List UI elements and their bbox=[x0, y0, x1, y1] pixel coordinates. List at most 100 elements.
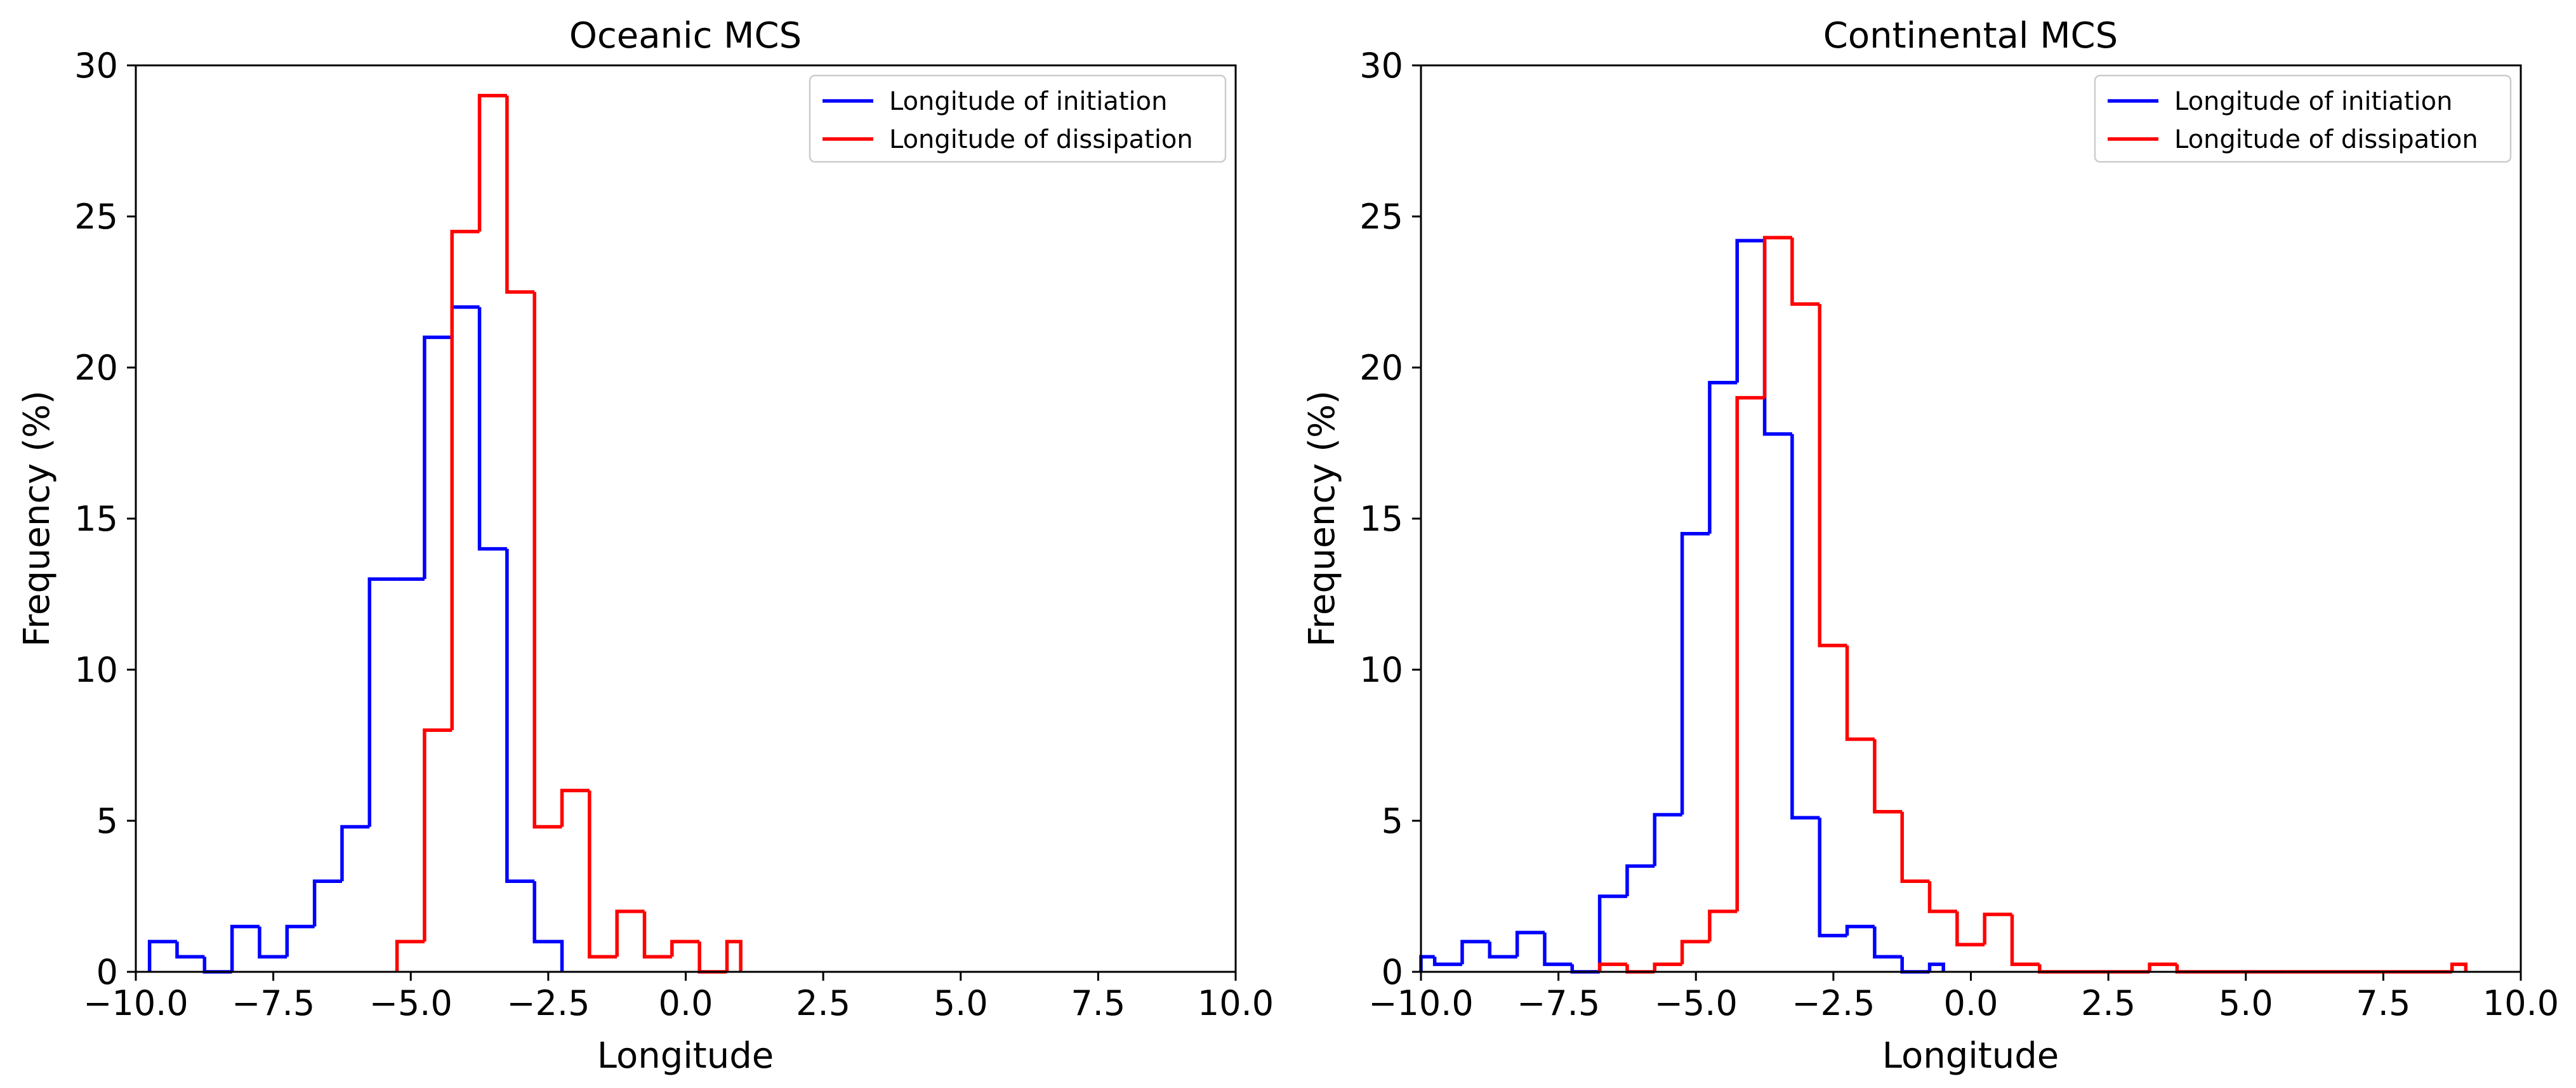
legend-label: Longitude of initiation bbox=[2174, 87, 2452, 116]
chart-title: Oceanic MCS bbox=[569, 15, 802, 56]
x-tick-label: 10.0 bbox=[2483, 983, 2559, 1023]
histogram-bin bbox=[1488, 941, 1517, 959]
legend-label: Longitude of initiation bbox=[889, 87, 1167, 116]
x-axis-label: Longitude bbox=[1882, 1035, 2059, 1077]
histogram-bin bbox=[1818, 304, 1847, 647]
x-tick-label: −5.0 bbox=[1655, 983, 1738, 1023]
axes-frame bbox=[1420, 64, 2522, 973]
y-tick-label: 20 bbox=[1359, 348, 1403, 388]
legend-box bbox=[2094, 74, 2512, 163]
histogram-bin bbox=[1708, 381, 1738, 534]
histogram-bin bbox=[202, 957, 232, 974]
histogram-bin bbox=[1432, 957, 1462, 966]
axes-frame bbox=[135, 64, 1237, 973]
histogram-bin bbox=[1680, 939, 1710, 965]
y-tick-label: 5 bbox=[96, 801, 118, 841]
series-dissipation bbox=[395, 93, 743, 974]
histogram-bin bbox=[367, 577, 397, 827]
histogram-bin bbox=[1625, 864, 1655, 896]
y-tick-label: 25 bbox=[1359, 197, 1403, 237]
y-tick-label: 30 bbox=[74, 46, 118, 86]
histogram-bin bbox=[450, 230, 480, 731]
histogram-bin bbox=[1515, 931, 1545, 957]
histogram-bin bbox=[1983, 912, 2012, 945]
histogram-bin bbox=[1845, 645, 1875, 741]
legend: Longitude of initiation Longitude of diss… bbox=[809, 74, 1227, 163]
histogram-bin bbox=[505, 95, 535, 294]
histogram-bin bbox=[1735, 395, 1765, 912]
histogram-bin bbox=[1680, 532, 1710, 815]
histogram-bin bbox=[2148, 962, 2177, 972]
histogram-bin bbox=[395, 939, 425, 972]
histogram-bin bbox=[1873, 739, 1903, 814]
histogram-bin bbox=[588, 790, 618, 959]
y-tick-label: 30 bbox=[1359, 46, 1403, 86]
histogram-bin bbox=[230, 924, 260, 972]
histogram-bin bbox=[725, 939, 743, 972]
histogram-bin bbox=[1818, 818, 1847, 938]
histogram-bin bbox=[505, 548, 535, 883]
histogram-bin bbox=[1762, 236, 1792, 398]
plot-area: −10.0 −7.5 −5.0 −2.5 0.0 2.5 5.0 7.5 10.0 0 5 10 15 2… bbox=[1359, 46, 2559, 1023]
histogram-bin bbox=[670, 939, 700, 957]
series-initiation bbox=[147, 305, 564, 974]
histogram-bin bbox=[1927, 962, 1945, 972]
histogram-bin bbox=[1708, 910, 1738, 942]
series-dissipation bbox=[1597, 236, 2468, 974]
x-tick-label: −5.0 bbox=[369, 983, 452, 1023]
chart-continental-mcs: Continental MCS Longitude Frequency (%) … bbox=[1302, 15, 2559, 1077]
x-tick-label: 10.0 bbox=[1198, 983, 1274, 1023]
y-tick-label: 15 bbox=[1359, 499, 1403, 539]
y-tick-label: 10 bbox=[1359, 650, 1403, 690]
legend: Longitude of initiation Longitude of diss… bbox=[2094, 74, 2512, 163]
histogram-bin bbox=[312, 879, 342, 927]
histogram-bin bbox=[1735, 239, 1765, 383]
y-tick-label: 0 bbox=[1382, 952, 1403, 992]
y-axis-label: Frequency (%) bbox=[17, 390, 58, 647]
x-tick-label: −2.5 bbox=[1792, 983, 1875, 1023]
x-tick-label: −10.0 bbox=[83, 983, 188, 1023]
histogram-bin bbox=[1790, 434, 1820, 819]
histogram-bin bbox=[340, 825, 370, 882]
plot-area: −10.0 −7.5 −5.0 −2.5 0.0 2.5 5.0 7.5 10.0 0 5 10 15 2… bbox=[74, 46, 1274, 1023]
y-tick-label: 10 bbox=[74, 650, 118, 690]
y-axis-label: Frequency (%) bbox=[1302, 390, 1343, 647]
histogram-bin bbox=[560, 788, 590, 827]
histogram-bin bbox=[450, 305, 480, 338]
histogram-bin bbox=[423, 335, 452, 580]
histogram-bin bbox=[1570, 964, 1600, 974]
x-tick-label: −2.5 bbox=[506, 983, 590, 1023]
histogram-bin bbox=[1419, 955, 1435, 972]
histogram-bin bbox=[1790, 237, 1820, 306]
histogram-bin bbox=[1653, 962, 1682, 972]
x-axis-label: Longitude bbox=[597, 1035, 774, 1077]
histogram-bin bbox=[2010, 914, 2040, 966]
legend-box bbox=[809, 74, 1227, 163]
x-tick-label: 2.5 bbox=[796, 983, 850, 1023]
histogram-bin bbox=[532, 292, 562, 829]
x-tick-label: −7.5 bbox=[232, 983, 315, 1023]
histogram-bin bbox=[258, 926, 287, 959]
histogram-bin bbox=[532, 881, 564, 972]
x-tick-label: 2.5 bbox=[2081, 983, 2136, 1023]
histogram-bin bbox=[1927, 881, 1957, 913]
histogram-bin bbox=[1845, 924, 1875, 936]
histogram-bin bbox=[1460, 939, 1490, 965]
chart-title: Continental MCS bbox=[1823, 15, 2118, 56]
histogram-bin bbox=[477, 307, 507, 551]
histogram-bin bbox=[1900, 957, 1930, 974]
x-tick-label: 7.5 bbox=[2356, 983, 2410, 1023]
histogram-bin bbox=[1762, 241, 1792, 436]
histogram-bin bbox=[1597, 894, 1627, 972]
histogram-bin bbox=[2450, 962, 2468, 972]
histogram-bin bbox=[477, 93, 507, 232]
histogram-bin bbox=[175, 941, 205, 959]
histogram-bin bbox=[423, 728, 452, 942]
series-initiation bbox=[1419, 239, 1945, 974]
histogram-bin bbox=[1653, 813, 1682, 866]
legend-label: Longitude of dissipation bbox=[889, 125, 1193, 154]
chart-oceanic-mcs: Oceanic MCS Longitude Frequency (%) −10.… bbox=[17, 15, 1274, 1077]
histogram-bin bbox=[697, 941, 727, 974]
x-tick-label: 5.0 bbox=[2219, 983, 2273, 1023]
